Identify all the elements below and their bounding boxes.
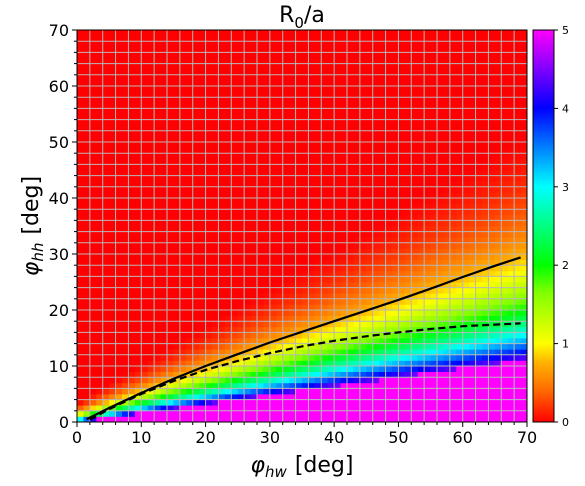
y-axis: 0 10 20 30 40 50 60 70	[49, 21, 77, 432]
x-tick-label: 20	[195, 428, 215, 447]
grid-lines	[77, 30, 527, 422]
x-tick-label: 70	[517, 428, 537, 447]
x-tick-label: 30	[260, 428, 280, 447]
colorbar-ticks: 0 1 2 3 4 5	[554, 24, 569, 429]
y-tick-label: 60	[49, 77, 69, 96]
x-axis: 0 10 20 30 40 50 60 70	[72, 422, 537, 447]
y-tick-label: 40	[49, 189, 69, 208]
plot-area: 0 10 20 30 40 50 60 70 0 10 20 30 40 50 60 70	[49, 21, 538, 447]
colorbar-tick-label: 0	[562, 416, 569, 429]
x-tick-label: 50	[388, 428, 408, 447]
x-tick-label: 40	[324, 428, 344, 447]
heatmap	[77, 30, 527, 422]
solid-curve	[86, 256, 521, 421]
x-axis-label: φhw [deg]	[251, 453, 354, 481]
colorbar: 0 1 2 3 4 5	[532, 24, 569, 429]
x-tick-label: 10	[131, 428, 151, 447]
y-axis-label: φhh[deg]	[19, 176, 47, 276]
y-tick-label: 30	[49, 245, 69, 264]
y-tick-label: 50	[49, 133, 69, 152]
y-tick-label: 10	[49, 357, 69, 376]
y-tick-label: 20	[49, 301, 69, 320]
y-tick-label: 70	[49, 21, 69, 40]
colorbar-tick-label: 5	[562, 24, 569, 37]
curves	[86, 256, 521, 421]
dashed-curve	[89, 322, 521, 421]
colorbar-gradient	[532, 29, 555, 423]
colorbar-tick-label: 4	[562, 102, 569, 115]
plot-frame	[76, 29, 528, 423]
chart-title: R0/a	[279, 3, 325, 32]
x-tick-label: 0	[72, 428, 82, 447]
colorbar-tick-label: 2	[562, 259, 569, 272]
y-tick-label: 0	[59, 413, 69, 432]
x-tick-label: 60	[453, 428, 473, 447]
colorbar-tick-label: 3	[562, 181, 569, 194]
colorbar-tick-label: 1	[562, 338, 569, 351]
